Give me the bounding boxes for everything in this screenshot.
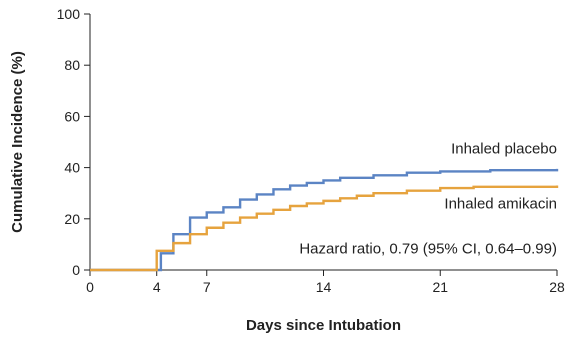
series-line-amikacin [90,185,559,272]
x-tick-label: 14 [316,279,332,295]
x-tick-label: 7 [203,279,211,295]
x-tick-label: 0 [86,279,94,295]
x-tick-label: 21 [432,279,448,295]
series-layer [90,168,559,272]
y-tick-label: 20 [64,211,80,227]
axes: 0 20 40 60 80 100 0 4 7 14 21 28 [57,6,565,295]
x-axis-title: Days since Intubation [246,317,401,334]
y-tick-label: 40 [64,160,80,176]
series-label-amikacin: Inhaled amikacin [444,196,557,213]
hazard-ratio-annotation: Hazard ratio, 0.79 (95% CI, 0.64–0.99) [299,240,557,257]
y-tick-label: 80 [64,57,80,73]
y-tick-label: 60 [64,108,80,124]
x-tick-label: 4 [153,279,161,295]
y-tick-label: 100 [57,6,81,22]
y-tick-label: 0 [72,262,80,278]
y-axis-title: Cumulative Incidence (%) [9,51,26,233]
x-tick-label: 28 [549,279,565,295]
series-line-placebo [90,168,559,272]
series-label-placebo: Inhaled placebo [451,141,557,158]
